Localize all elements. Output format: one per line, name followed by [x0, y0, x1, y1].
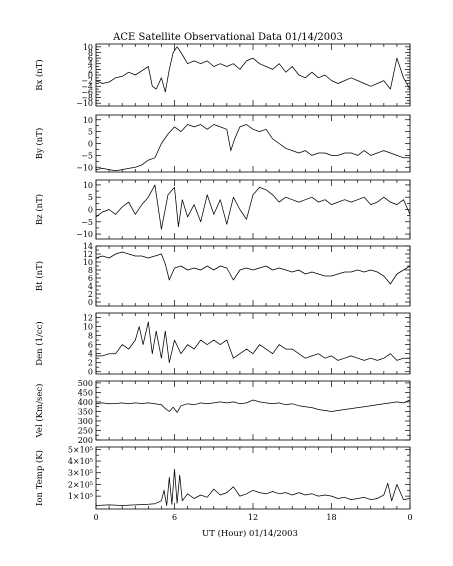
y-tick-label: 0 — [88, 298, 93, 307]
chart-title: ACE Satellite Observational Data 01/14/2… — [112, 32, 343, 43]
series-line-vel — [95, 399, 411, 413]
x-axis-label: UT (Hour) 01/14/2003 — [202, 528, 298, 539]
series-line-bx — [95, 46, 411, 93]
y-axis-label: By (nT) — [34, 128, 45, 160]
y-axis-label: Ion Temp (K) — [34, 450, 45, 506]
y-tick-label: 14 — [83, 242, 93, 251]
y-tick-label: −10 — [76, 230, 93, 239]
y-tick-label: 6 — [88, 341, 93, 350]
y-tick-label: 10 — [83, 116, 93, 125]
y-axis-label: Bz (nT) — [34, 194, 45, 225]
panel-frame — [95, 380, 411, 441]
y-tick-label: 4 — [88, 350, 93, 359]
y-tick-label: 2 — [88, 65, 93, 74]
series-line-bz — [95, 184, 411, 230]
y-axis-label: Bx (nT) — [34, 59, 45, 91]
y-tick-label: 450 — [78, 388, 93, 397]
y-tick-label: 6 — [88, 274, 93, 283]
y-tick-label: 2×10⁵ — [68, 480, 93, 489]
panel-1: −10 −5 0 5 10 By (nT) — [34, 114, 411, 173]
y-tick-label: −4 — [81, 82, 93, 91]
y-tick-label: 500 — [78, 379, 93, 388]
y-tick-label: 300 — [78, 417, 93, 426]
y-tick-label: −10 — [76, 99, 93, 108]
panel-frame — [95, 179, 411, 240]
y-tick-label: 10 — [83, 258, 93, 267]
y-tick-label: −5 — [81, 218, 93, 227]
y-tick-label: 350 — [78, 407, 93, 416]
y-tick-label: 5 — [88, 193, 93, 202]
panel-frame — [95, 43, 411, 107]
y-tick-label: −5 — [81, 151, 93, 160]
y-tick-label: −10 — [76, 163, 93, 172]
y-axis-label: Vel (Km/sec) — [34, 384, 45, 439]
y-tick-label: 0 — [88, 368, 93, 377]
y-tick-label: 400 — [78, 398, 93, 407]
y-tick-label: 8 — [88, 48, 93, 57]
y-tick-label: 12 — [83, 250, 93, 259]
y-tick-label: −2 — [81, 77, 93, 86]
y-tick-label: 5 — [88, 128, 93, 137]
panel-frame — [95, 446, 411, 510]
x-tick-label: 18 — [326, 513, 336, 522]
panel-frame — [95, 245, 411, 307]
x-tick-label: 0 — [407, 513, 412, 522]
y-tick-label: 2 — [88, 359, 93, 368]
y-axis-label: Bt (nT) — [34, 261, 45, 291]
y-tick-label: 0 — [88, 71, 93, 80]
y-axis-label: Den (1/cc) — [34, 321, 45, 365]
y-tick-label: 200 — [78, 436, 93, 445]
y-tick-label: 6 — [88, 54, 93, 63]
y-tick-label: −8 — [81, 94, 93, 103]
y-tick-label: 10 — [83, 43, 93, 52]
y-tick-label: 250 — [78, 426, 93, 435]
panel-6: 1×10⁵ 2×10⁵ 3×10⁵ 4×10⁵ 5×10⁵ Ion Temp (K) — [34, 445, 411, 510]
series-line-den — [96, 321, 410, 364]
y-tick-label: 3×10⁵ — [68, 469, 93, 478]
x-tick-label: 0 — [93, 513, 98, 522]
y-tick-label: −6 — [81, 88, 93, 97]
y-tick-label: 10 — [83, 323, 93, 332]
panel-frame — [95, 114, 411, 173]
series-line-bt — [95, 251, 411, 285]
y-tick-label: 12 — [83, 314, 93, 323]
series-line-ion-temp — [95, 468, 411, 506]
y-tick-label: 4 — [88, 282, 93, 291]
y-tick-label: 1×10⁵ — [68, 492, 93, 501]
y-tick-label: 2 — [88, 290, 93, 299]
y-tick-label: 8 — [88, 332, 93, 341]
y-tick-label: 0 — [88, 140, 93, 149]
y-tick-label: 8 — [88, 266, 93, 275]
y-tick-label: 0 — [88, 206, 93, 215]
y-tick-label: 10 — [83, 181, 93, 190]
series-line-by — [95, 124, 410, 172]
y-tick-label: 4 — [88, 60, 93, 69]
y-tick-label: 4×10⁵ — [68, 457, 93, 466]
panel-2: −10 −5 0 5 10 Bz (nT) — [34, 179, 411, 240]
y-tick-label: 5×10⁵ — [68, 445, 93, 454]
x-tick-label: 6 — [172, 513, 177, 522]
x-tick-label: 12 — [248, 513, 258, 522]
